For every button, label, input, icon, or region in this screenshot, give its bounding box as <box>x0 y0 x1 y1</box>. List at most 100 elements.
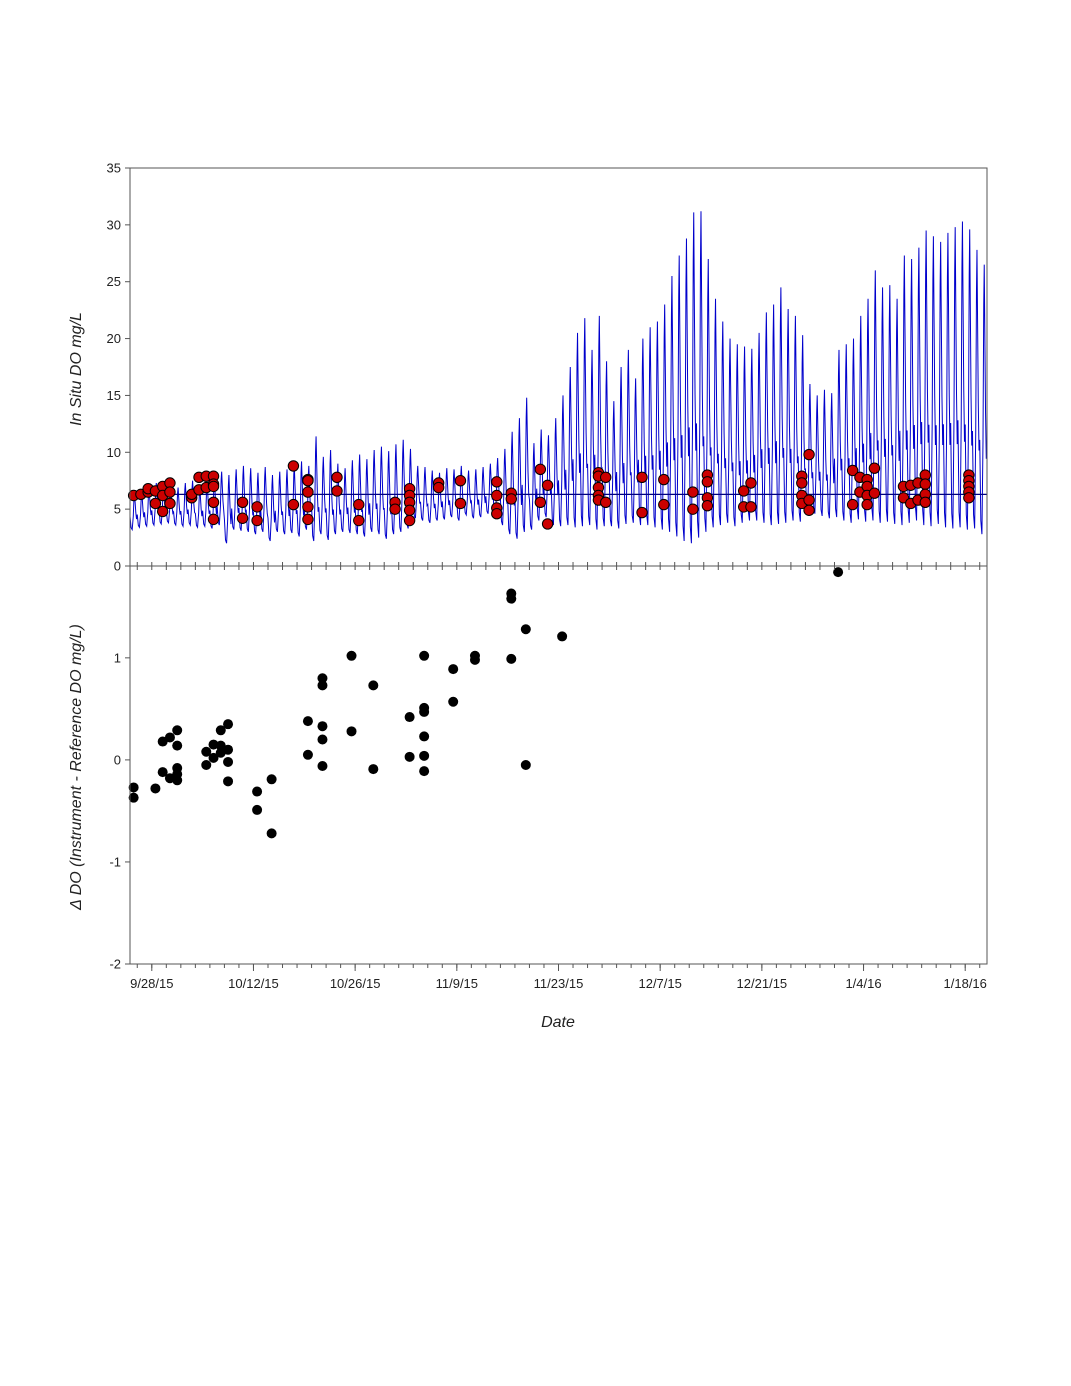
delta-point <box>164 732 175 743</box>
top-panel-in-situ-do: 0 5 10 15 20 25 30 35 In Situ DO mg/L <box>68 161 988 574</box>
delta-point <box>346 726 357 737</box>
reference-point <box>432 481 445 494</box>
delta-point <box>215 725 226 736</box>
reference-point <box>491 507 503 520</box>
reference-point <box>302 501 314 513</box>
delta-point <box>506 593 517 604</box>
delta-point <box>419 750 430 761</box>
reference-point <box>251 514 263 527</box>
delta-point <box>317 680 328 691</box>
reference-point <box>353 514 365 527</box>
delta-point <box>223 756 234 767</box>
delta-point <box>252 786 263 797</box>
reference-point <box>236 512 249 524</box>
delta-point <box>302 749 313 760</box>
delta-point <box>223 719 234 730</box>
delta-point <box>404 712 415 723</box>
delta-point <box>346 650 357 661</box>
reference-point <box>919 478 931 490</box>
x-tick-label: 11/9/15 <box>436 976 478 991</box>
bottom-axes-group: -2 -1 0 1 9/28/15 10/12/15 10/26/15 11/9/15 11/2… <box>109 565 988 991</box>
delta-point <box>520 624 531 635</box>
delta-point <box>419 731 430 742</box>
reference-point <box>534 496 547 509</box>
delta-point <box>302 716 313 727</box>
reference-point <box>505 493 517 505</box>
delta-point <box>469 654 480 665</box>
delta-point <box>419 706 430 717</box>
delta-point <box>557 631 568 642</box>
reference-point <box>302 475 314 487</box>
x-tick-label: 9/28/15 <box>130 976 173 991</box>
delta-point <box>215 740 226 751</box>
x-tick-label: 1/4/16 <box>845 976 881 991</box>
bottom-y-tick-label: -1 <box>109 854 121 869</box>
reference-point <box>353 498 365 511</box>
reference-point <box>541 518 554 530</box>
delta-point <box>368 764 379 775</box>
delta-point <box>172 740 183 751</box>
reference-points-group <box>127 448 975 530</box>
delta-point <box>833 567 844 578</box>
bottom-y-tick-label: -2 <box>109 957 121 972</box>
reference-point <box>454 475 467 487</box>
top-y-tick-label: 30 <box>107 217 121 232</box>
x-tick-label: 11/23/15 <box>534 976 584 991</box>
delta-point <box>172 775 183 786</box>
top-y-tick-label: 35 <box>107 161 121 176</box>
delta-point <box>506 653 517 664</box>
do-series-line <box>129 211 987 544</box>
bottom-plot-frame <box>129 565 988 965</box>
delta-point <box>448 664 459 675</box>
reference-point <box>541 479 554 491</box>
top-y-tick-label: 5 <box>114 502 121 517</box>
reference-point <box>687 486 699 498</box>
bottom-y-axis-title: Δ DO (Instrument - Reference DO mg/L) <box>68 624 85 911</box>
reference-point <box>687 503 699 515</box>
reference-point <box>636 506 648 519</box>
reference-point <box>803 448 815 461</box>
delta-point <box>128 792 139 803</box>
bottom-panel-delta-do: -2 -1 0 1 9/28/15 10/12/15 10/26/15 11/9/15 11/2… <box>68 565 988 1031</box>
delta-point <box>317 673 328 684</box>
reference-point <box>491 489 503 502</box>
top-y-tick-label: 20 <box>107 331 121 346</box>
top-y-tick-label: 0 <box>114 559 121 574</box>
reference-point <box>658 498 670 511</box>
reference-point <box>251 501 263 513</box>
reference-point <box>803 494 815 506</box>
reference-point <box>207 496 220 509</box>
reference-point <box>207 513 220 526</box>
x-tick-label: 10/26/15 <box>330 976 381 991</box>
reference-point <box>701 500 714 512</box>
delta-point <box>266 774 277 785</box>
top-y-tick-label: 25 <box>107 274 121 289</box>
reference-point <box>287 460 300 472</box>
delta-point <box>157 767 168 778</box>
delta-point <box>419 766 430 777</box>
reference-point <box>389 503 401 515</box>
top-y-tick-label: 15 <box>107 388 121 403</box>
top-y-tick-label: 10 <box>107 445 121 460</box>
reference-point <box>846 498 859 511</box>
delta-point <box>368 680 379 691</box>
delta-point <box>150 783 161 794</box>
reference-point <box>331 471 343 484</box>
delta-point <box>172 725 183 736</box>
reference-point <box>636 471 648 484</box>
reference-point <box>207 480 220 493</box>
delta-point <box>419 650 430 661</box>
delta-point <box>317 721 328 732</box>
delta-point <box>317 761 328 772</box>
reference-point <box>846 464 859 477</box>
reference-point <box>600 496 612 509</box>
reference-point <box>803 504 815 516</box>
reference-point <box>149 497 162 510</box>
reference-point <box>868 462 881 474</box>
x-tick-label: 12/7/15 <box>638 976 681 991</box>
reference-point <box>236 496 249 509</box>
reference-point <box>302 513 314 526</box>
delta-point <box>404 751 415 762</box>
reference-point <box>287 498 300 511</box>
